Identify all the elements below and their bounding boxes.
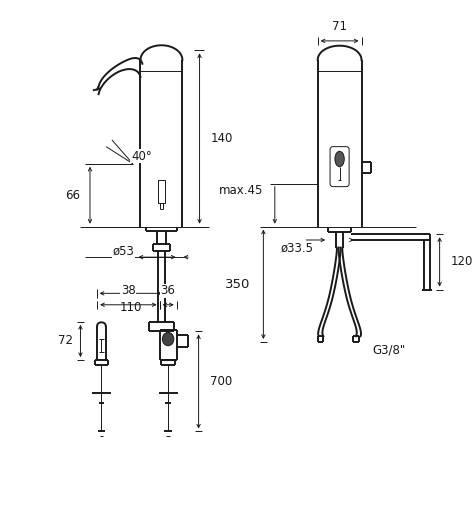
Text: 38: 38: [121, 284, 136, 297]
Text: ø53: ø53: [112, 245, 134, 258]
Text: 36: 36: [161, 284, 175, 297]
Bar: [158, 180, 165, 203]
Text: G3/8": G3/8": [373, 343, 406, 356]
Text: 120: 120: [451, 255, 474, 268]
Text: 140: 140: [211, 132, 233, 145]
Ellipse shape: [163, 332, 174, 346]
Text: 40°: 40°: [131, 150, 152, 163]
Text: 72: 72: [58, 334, 73, 347]
Text: 110: 110: [120, 301, 142, 314]
Text: 350: 350: [225, 278, 250, 291]
Text: max.45: max.45: [219, 184, 264, 197]
Ellipse shape: [335, 151, 344, 167]
Text: 71: 71: [332, 20, 347, 33]
Text: ø33.5: ø33.5: [281, 241, 313, 254]
Text: 66: 66: [65, 189, 81, 202]
Text: 700: 700: [210, 375, 232, 388]
